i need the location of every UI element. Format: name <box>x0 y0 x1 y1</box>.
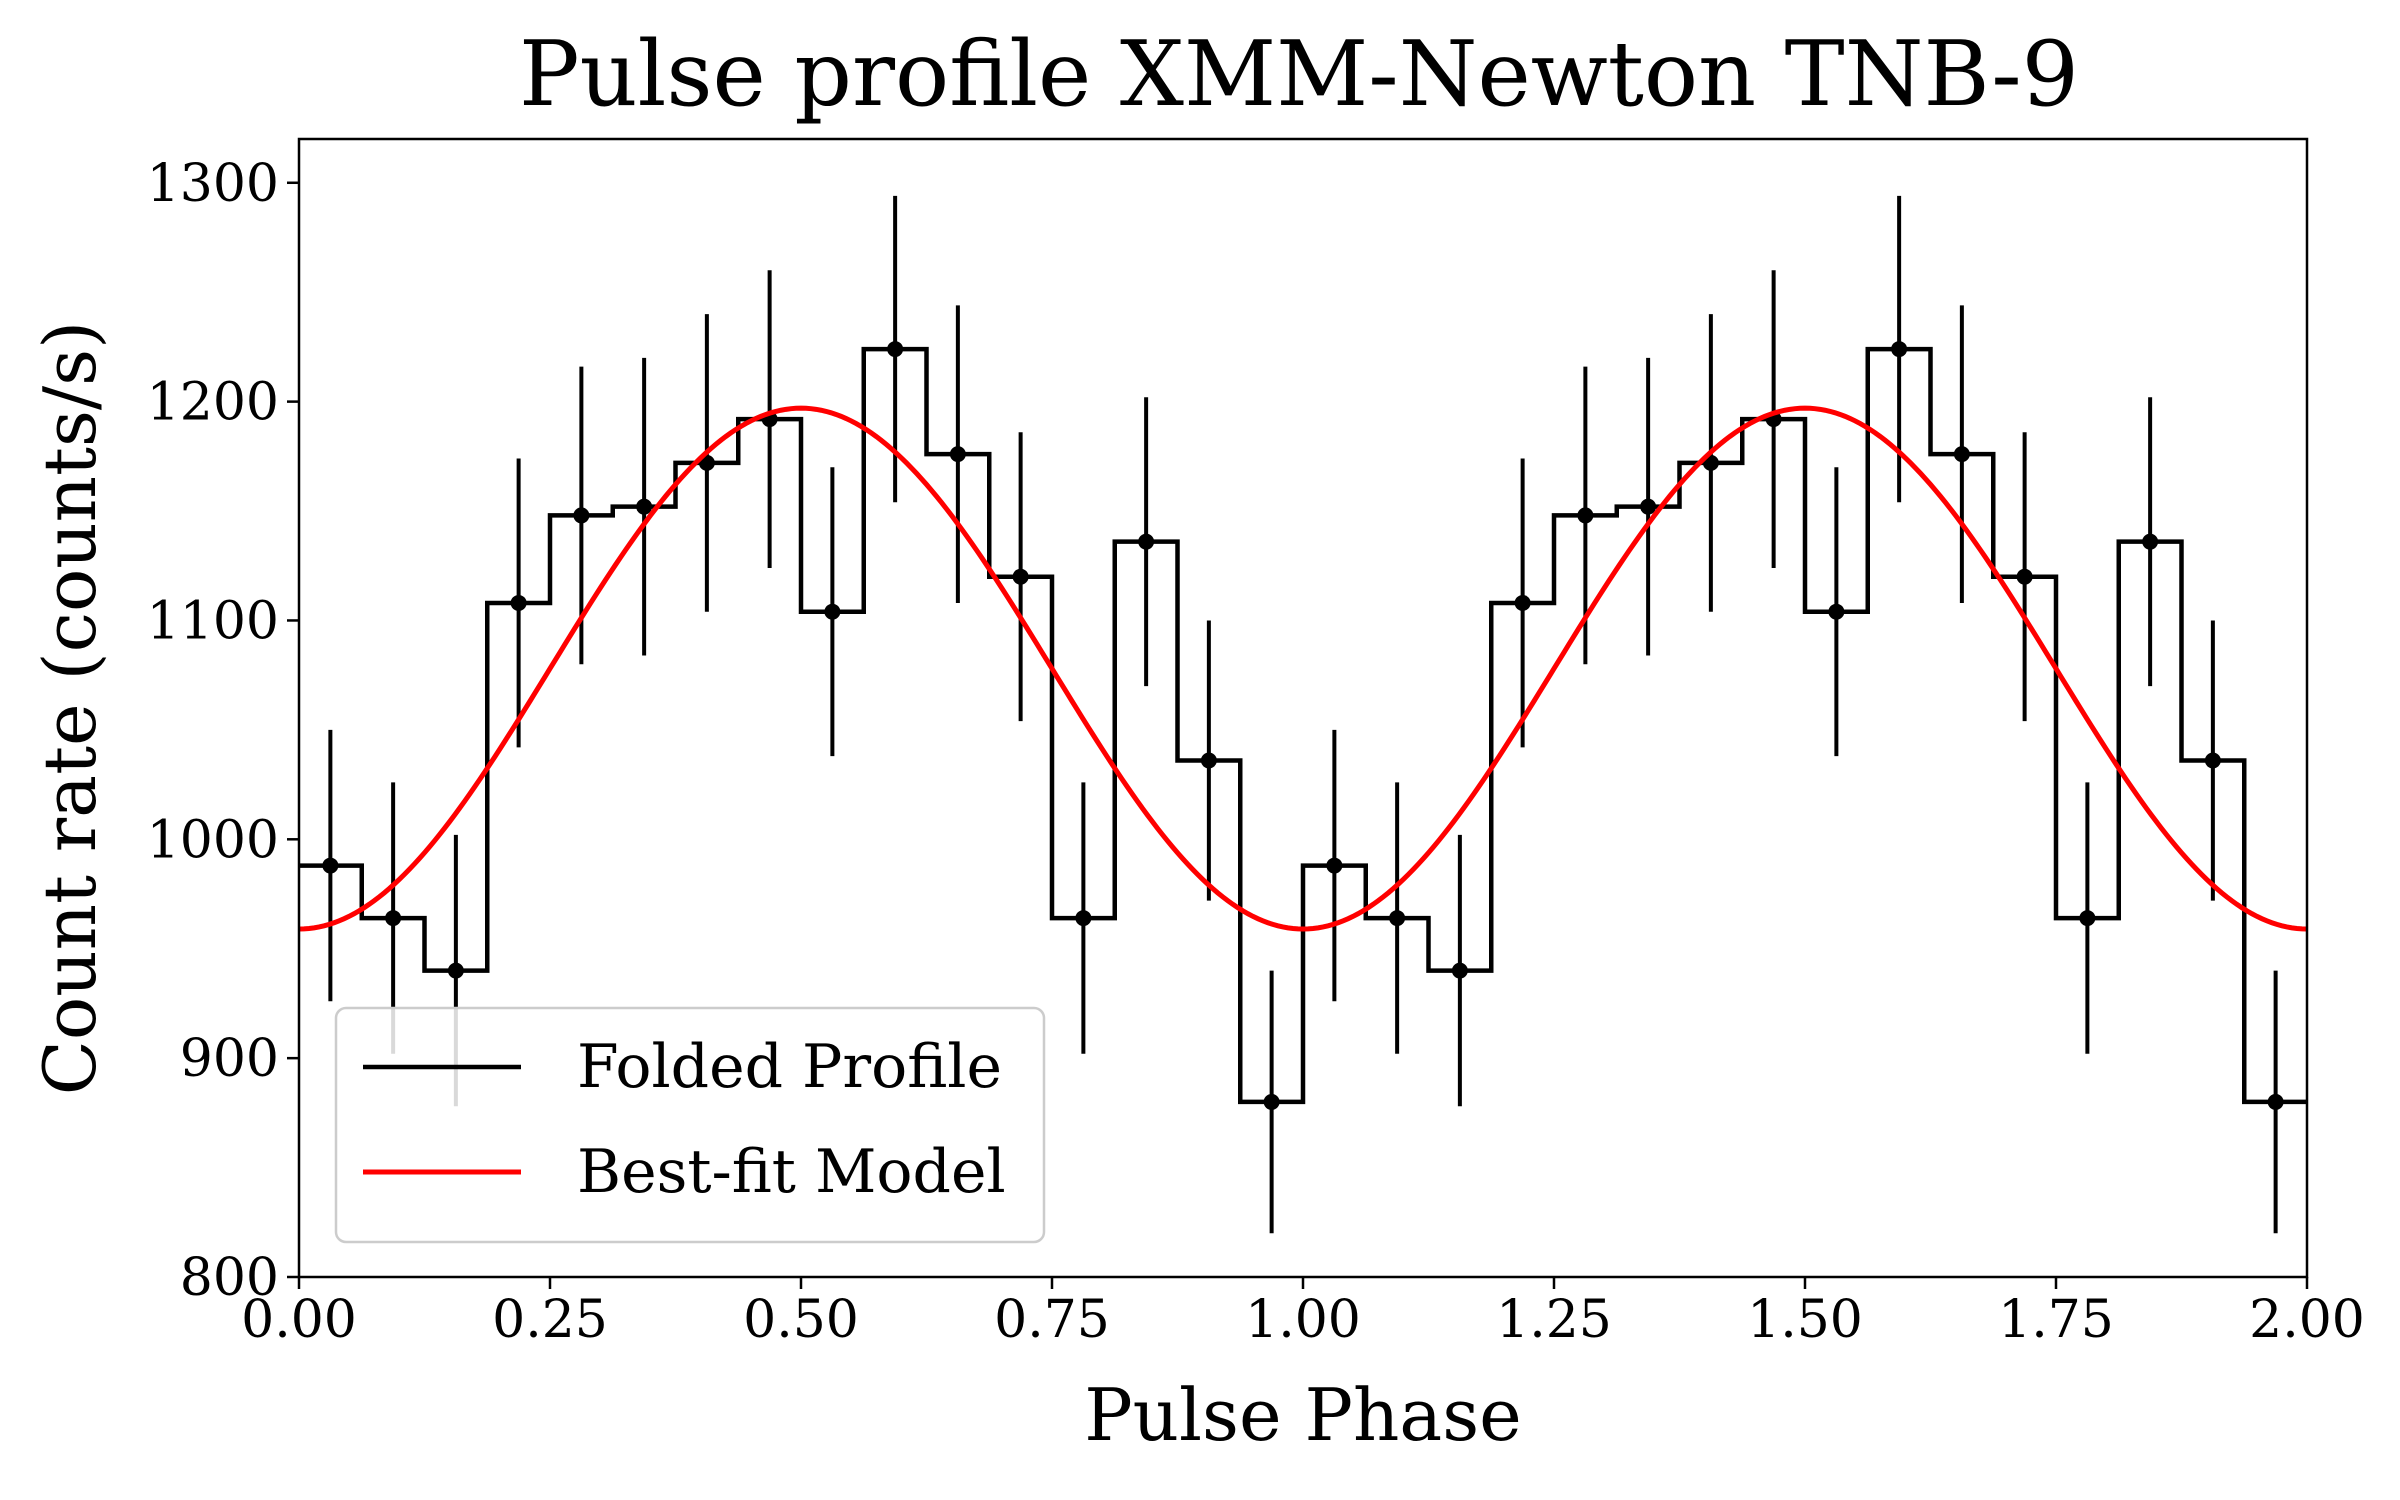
data-point <box>824 603 841 620</box>
x-axis-label: Pulse Phase <box>1084 1373 1522 1457</box>
data-point <box>1953 446 1970 463</box>
y-axis-ticks: 800 900 1000 1100 1200 1300 <box>147 154 299 1308</box>
data-point <box>1200 752 1217 769</box>
data-point <box>636 498 653 515</box>
y-tick-label: 900 <box>180 1029 279 1089</box>
data-point <box>322 857 339 874</box>
data-point <box>887 341 904 358</box>
data-point <box>573 507 590 524</box>
x-tick-label: 0.50 <box>743 1290 859 1350</box>
legend-best-fit-model-label: Best-fit Model <box>577 1137 1006 1207</box>
x-tick-label: 1.50 <box>1747 1290 1863 1350</box>
data-point <box>1389 910 1406 927</box>
data-point <box>2204 752 2221 769</box>
data-point <box>1138 533 1155 550</box>
data-point <box>2142 533 2159 550</box>
data-point <box>1263 1093 1280 1110</box>
y-tick-label: 1200 <box>147 373 279 433</box>
y-tick-label: 1000 <box>147 810 279 870</box>
x-tick-label: 2.00 <box>2249 1290 2365 1350</box>
data-point <box>2267 1093 2284 1110</box>
data-point <box>510 594 527 611</box>
x-axis-ticks: 0.00 0.25 0.50 0.75 1.00 1.25 1.50 1.75 2.00 <box>241 1277 2365 1350</box>
data-point <box>2079 910 2096 927</box>
legend-folded-profile-label: Folded Profile <box>577 1032 1002 1102</box>
data-point <box>1075 910 1092 927</box>
data-point <box>1828 603 1845 620</box>
y-axis-label: Count rate (counts/s) <box>28 321 112 1095</box>
data-point <box>2016 568 2033 585</box>
data-point <box>447 962 464 979</box>
x-tick-label: 0.00 <box>241 1290 357 1350</box>
data-point <box>1012 568 1029 585</box>
y-tick-label: 1100 <box>147 591 279 651</box>
x-tick-label: 1.25 <box>1496 1290 1612 1350</box>
data-point <box>385 910 402 927</box>
legend: Folded Profile Best-fit Model <box>334 1006 1046 1244</box>
y-tick-label: 1300 <box>147 154 279 214</box>
data-point <box>1514 594 1531 611</box>
data-points <box>322 341 2284 1110</box>
x-tick-label: 0.25 <box>492 1290 608 1350</box>
data-point <box>949 446 966 463</box>
chart-title: Pulse profile XMM-Newton TNB-9 <box>519 22 2079 127</box>
data-point <box>1451 962 1468 979</box>
data-point <box>1326 857 1343 874</box>
x-tick-label: 1.75 <box>1998 1290 2114 1350</box>
best-fit-model-curve <box>298 405 2308 932</box>
x-tick-label: 0.75 <box>994 1290 1110 1350</box>
data-point <box>1640 498 1657 515</box>
y-tick-label: 800 <box>180 1248 279 1308</box>
data-point <box>1577 507 1594 524</box>
data-point <box>1891 341 1908 358</box>
x-tick-label: 1.00 <box>1245 1290 1361 1350</box>
